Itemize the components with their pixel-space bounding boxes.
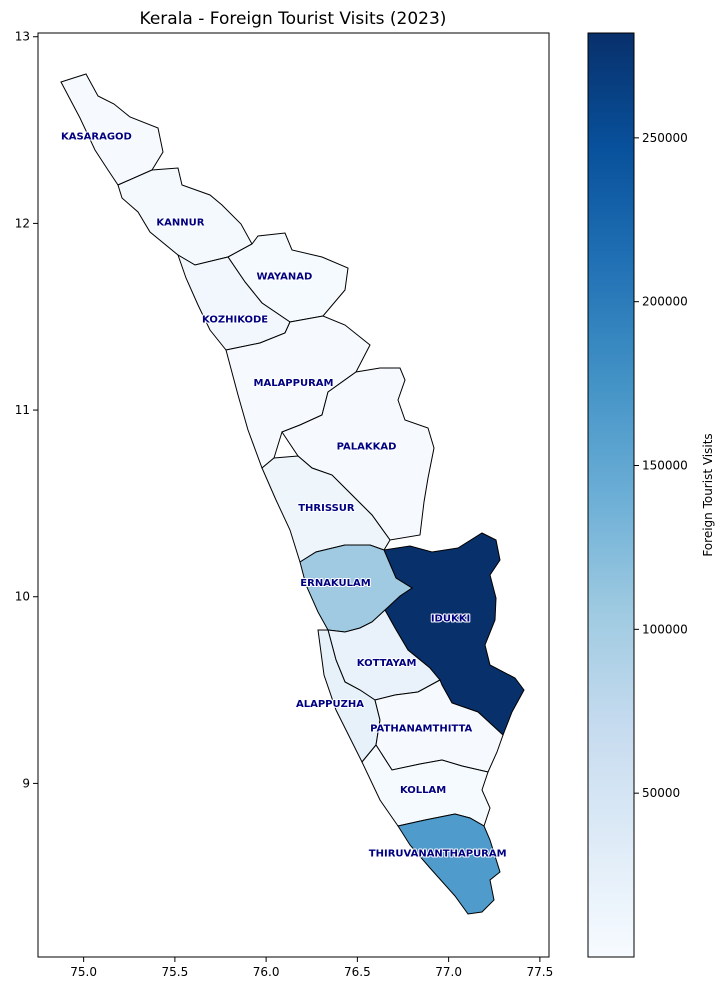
label-idukki: IDUKKI xyxy=(431,613,470,624)
label-kasaragod: KASARAGOD xyxy=(61,132,132,143)
x-tick: 75.5 xyxy=(162,957,189,979)
label-thiruvananthapuram: THIRUVANANTHAPURAM xyxy=(369,849,507,860)
map-title: Kerala - Foreign Tourist Visits (2023) xyxy=(140,9,447,29)
colorbar-tick: 100000 xyxy=(634,622,688,636)
y-axis: 9 10 11 12 13 xyxy=(15,30,38,790)
label-kollam: KOLLAM xyxy=(400,785,446,796)
x-axis: 75.0 75.5 76.0 76.5 77.0 77.5 xyxy=(70,957,553,979)
district-kasaragod[interactable] xyxy=(60,73,164,186)
svg-text:76.0: 76.0 xyxy=(253,965,280,979)
svg-text:75.0: 75.0 xyxy=(70,965,97,979)
y-tick: 9 xyxy=(22,776,38,790)
svg-text:50000: 50000 xyxy=(642,786,680,800)
label-wayanad: WAYANAD xyxy=(257,272,313,283)
colorbar-label: Foreign Tourist Visits xyxy=(701,433,715,556)
colorbar-tick: 250000 xyxy=(634,131,688,145)
svg-text:13: 13 xyxy=(15,30,30,44)
label-kottayam: KOTTAYAM xyxy=(357,658,417,669)
colorbar-tick: 150000 xyxy=(634,459,688,473)
label-alappuzha: ALAPPUZHA xyxy=(296,699,364,710)
label-palakkad: PALAKKAD xyxy=(337,442,397,453)
x-tick: 77.0 xyxy=(435,957,462,979)
svg-text:76.5: 76.5 xyxy=(344,965,371,979)
district-label-layer: KASARAGOD KANNUR WAYANAD KOZHIKODE MALAP… xyxy=(60,131,508,861)
x-tick: 76.5 xyxy=(344,957,371,979)
svg-text:77.0: 77.0 xyxy=(435,965,462,979)
svg-text:75.5: 75.5 xyxy=(162,965,189,979)
svg-text:12: 12 xyxy=(15,216,30,230)
label-kannur: KANNUR xyxy=(156,218,204,229)
label-pathanamthitta: PATHANAMTHITTA xyxy=(370,723,472,734)
x-tick: 75.0 xyxy=(70,957,97,979)
y-tick: 11 xyxy=(15,403,38,417)
svg-text:9: 9 xyxy=(22,776,30,790)
svg-text:77.5: 77.5 xyxy=(527,965,554,979)
colorbar xyxy=(587,32,635,958)
district-palakkad[interactable] xyxy=(281,367,435,541)
svg-text:150000: 150000 xyxy=(642,459,688,473)
y-tick: 10 xyxy=(15,590,38,604)
y-tick: 13 xyxy=(15,30,38,44)
label-thrissur: THRISSUR xyxy=(298,503,355,514)
label-ernakulam: ERNAKULAM xyxy=(300,578,370,589)
x-tick: 77.5 xyxy=(527,957,554,979)
label-kozhikode: KOZHIKODE xyxy=(202,315,268,326)
svg-text:100000: 100000 xyxy=(642,622,688,636)
svg-text:200000: 200000 xyxy=(642,295,688,309)
svg-text:11: 11 xyxy=(15,403,30,417)
colorbar-ticks: 50000 100000 150000 200000 250000 xyxy=(634,131,688,800)
x-tick: 76.0 xyxy=(253,957,280,979)
colorbar-tick: 200000 xyxy=(634,295,688,309)
svg-text:10: 10 xyxy=(15,590,30,604)
district-thrissur[interactable] xyxy=(261,455,391,563)
district-thiruvananthapuram[interactable] xyxy=(397,813,501,915)
colorbar-tick: 50000 xyxy=(634,786,680,800)
district-layer xyxy=(60,73,525,915)
label-malappuram: MALAPPURAM xyxy=(254,378,334,389)
svg-text:250000: 250000 xyxy=(642,131,688,145)
y-tick: 12 xyxy=(15,216,38,230)
